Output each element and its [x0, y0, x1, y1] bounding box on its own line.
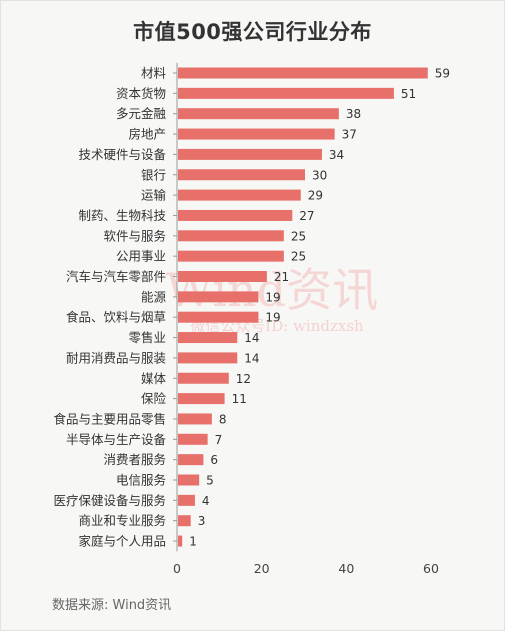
- bar: [178, 352, 238, 364]
- category-label: 资本货物: [116, 86, 166, 101]
- value-label: 12: [236, 372, 251, 386]
- category-label: 多元金融: [116, 106, 167, 121]
- value-label: 25: [291, 229, 306, 243]
- bar: [178, 311, 259, 323]
- bar: [178, 291, 259, 303]
- category-label: 零售业: [128, 330, 166, 345]
- value-label: 30: [312, 168, 327, 182]
- category-label: 消费者服务: [103, 452, 166, 467]
- value-label: 29: [308, 189, 323, 203]
- value-label: 11: [232, 392, 247, 406]
- value-label: 4: [202, 494, 210, 508]
- x-tick-label: 0: [173, 561, 181, 576]
- value-label: 14: [244, 351, 259, 365]
- category-label: 耐用消费品与服装: [66, 350, 166, 365]
- category-label: 保险: [141, 391, 167, 406]
- x-tick-label: 20: [254, 561, 270, 576]
- chart-title: 市值500强公司行业分布: [133, 20, 372, 44]
- bar: [178, 67, 428, 79]
- category-label: 软件与服务: [103, 228, 166, 243]
- bar: [178, 209, 293, 221]
- value-label: 8: [219, 412, 227, 426]
- value-label: 1: [189, 535, 197, 549]
- bar: [178, 148, 322, 160]
- category-label: 食品与主要用品零售: [53, 411, 166, 426]
- x-tick-label: 60: [423, 561, 439, 576]
- category-label: 媒体: [141, 371, 167, 386]
- value-label: 7: [215, 433, 223, 447]
- category-label: 汽车与汽车零部件: [66, 269, 166, 284]
- bar: [178, 535, 183, 547]
- bar: [178, 189, 301, 201]
- category-label: 电信服务: [116, 473, 166, 488]
- bar: [178, 128, 335, 140]
- bar: [178, 372, 229, 384]
- category-label: 医疗保健设备与服务: [53, 493, 166, 508]
- watermark: Wind资讯 微信公众号ID: windzxsh: [166, 263, 378, 335]
- value-label: 34: [329, 148, 344, 162]
- category-label: 公用事业: [116, 249, 166, 264]
- value-label: 19: [265, 311, 280, 325]
- value-label: 3: [198, 514, 206, 528]
- category-label: 材料: [141, 66, 167, 81]
- x-tick-label: 40: [338, 561, 354, 576]
- bar: [178, 230, 284, 242]
- bar: [178, 515, 191, 527]
- value-label: 14: [244, 331, 259, 345]
- category-label: 银行: [141, 167, 166, 182]
- category-label: 制药、生物科技: [78, 208, 166, 223]
- value-label: 25: [291, 250, 306, 264]
- category-label: 技术硬件与设备: [78, 147, 166, 162]
- data-source: 数据来源: Wind资讯: [52, 598, 172, 613]
- value-label: 59: [435, 67, 450, 81]
- value-label: 27: [299, 209, 314, 223]
- value-label: 21: [274, 270, 289, 284]
- bar: [178, 87, 394, 99]
- category-label: 半导体与生产设备: [66, 432, 167, 447]
- bar: [178, 494, 195, 506]
- bar: [178, 433, 208, 445]
- bar: [178, 454, 204, 466]
- bar: [178, 332, 238, 344]
- bar: [178, 108, 339, 120]
- value-label: 19: [265, 290, 280, 304]
- value-label: 51: [401, 87, 416, 101]
- bar: [178, 413, 212, 425]
- value-label: 38: [346, 107, 361, 121]
- bar: [178, 250, 284, 262]
- category-label: 能源: [141, 289, 167, 304]
- category-label: 商业和专业服务: [78, 513, 166, 528]
- bar: [178, 271, 267, 282]
- category-label: 房地产: [128, 127, 166, 142]
- category-label: 食品、饮料与烟草: [66, 310, 166, 325]
- category-label: 运输: [141, 188, 167, 203]
- value-label: 5: [206, 474, 214, 488]
- category-label: 家庭与个人用品: [78, 534, 166, 549]
- value-label: 6: [210, 453, 218, 467]
- bar: [178, 169, 305, 181]
- bar: [178, 474, 200, 486]
- value-label: 37: [342, 128, 357, 142]
- bar: [178, 393, 225, 405]
